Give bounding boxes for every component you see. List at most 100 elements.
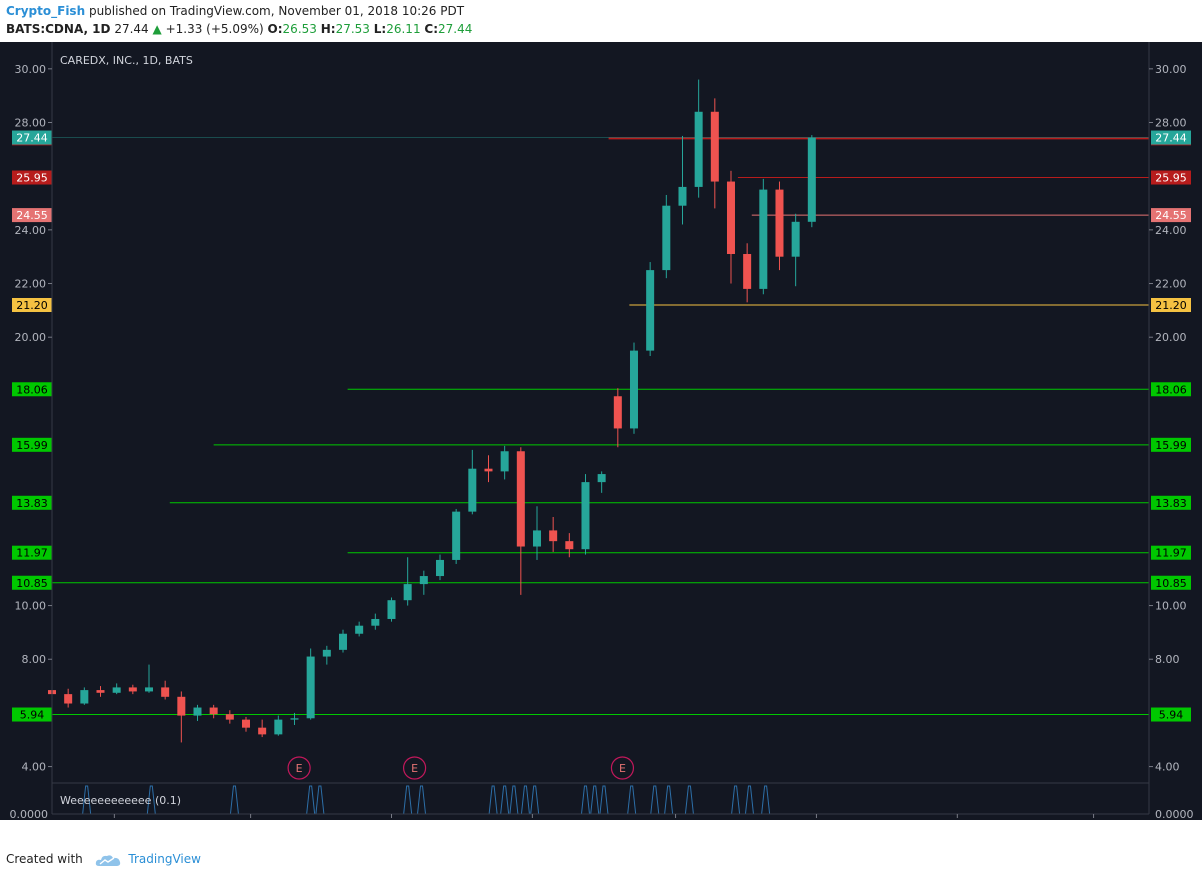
tradingview-cloud-icon: [95, 854, 120, 866]
candle-body: [452, 511, 461, 560]
level-label-right: 13.83: [1155, 497, 1187, 510]
level-tag-left: [12, 437, 52, 452]
candle-body: [225, 714, 234, 720]
candle-body: [662, 205, 671, 271]
last-price-label-right: 27.44: [1155, 132, 1187, 145]
level-label-left: 11.97: [16, 547, 48, 560]
level-label-right: 10.85: [1155, 577, 1187, 590]
candle-body: [355, 625, 364, 634]
level-tag-left: [12, 382, 52, 397]
candle-body: [581, 482, 590, 550]
level-label-right: 5.94: [1159, 709, 1184, 722]
last-price-tag-left: [12, 130, 52, 145]
level-tag-right: [1151, 495, 1191, 510]
y-tick-label-left: 10.00: [15, 600, 47, 613]
level-tag-right: [1151, 170, 1191, 185]
level-label-right: 15.99: [1155, 439, 1187, 452]
candle-body: [322, 649, 331, 657]
candle-body: [532, 530, 541, 547]
close-key: C:: [424, 22, 439, 36]
candle-body: [646, 270, 655, 351]
candle-body: [565, 541, 574, 550]
level-tag-right: [1151, 297, 1191, 312]
earnings-marker: [610, 756, 635, 780]
tradingview-link[interactable]: TradingView: [128, 852, 201, 866]
indicator-title: Weeeeeeeeeeee (0.1): [60, 794, 181, 807]
candle-body: [128, 687, 137, 692]
level-label-left: 24.55: [16, 209, 48, 222]
level-label-right: 25.95: [1155, 172, 1187, 185]
candle-body: [144, 687, 153, 692]
candle-body: [775, 189, 784, 257]
level-tag-left: [12, 707, 52, 722]
candle-body: [710, 111, 719, 182]
earnings-label: E: [619, 762, 626, 775]
candle-body: [549, 530, 558, 542]
candle-body: [678, 186, 687, 206]
candle-body: [629, 350, 638, 429]
indicator-value-right: 0.0000: [1155, 808, 1194, 820]
level-label-left: 15.99: [16, 439, 48, 452]
candle-body: [193, 707, 202, 716]
candle-body: [387, 600, 396, 619]
candle-body: [161, 687, 170, 697]
level-label-right: 21.20: [1155, 299, 1187, 312]
level-tag-right: [1151, 208, 1191, 223]
y-tick-label-right: 24.00: [1155, 224, 1187, 237]
level-label-right: 18.06: [1155, 383, 1187, 396]
level-label-right: 24.55: [1155, 209, 1187, 222]
earnings-label: E: [296, 762, 303, 775]
candle-body: [419, 576, 428, 585]
candle-body: [516, 451, 525, 547]
y-tick-label-right: 20.00: [1155, 331, 1187, 344]
level-tag-left: [12, 297, 52, 312]
low-key: L:: [373, 22, 387, 36]
last-price-label-left: 27.44: [16, 132, 48, 145]
y-tick-label-right: 10.00: [1155, 600, 1187, 613]
author-link[interactable]: Crypto_Fish: [6, 4, 86, 18]
y-tick-label-left: 22.00: [15, 278, 47, 291]
candle-body: [371, 618, 380, 626]
y-tick-label-left: 8.00: [22, 653, 47, 666]
candle-body: [338, 633, 347, 650]
low-value: 26.11: [386, 22, 421, 36]
candle-body: [241, 719, 250, 728]
level-label-left: 13.83: [16, 497, 48, 510]
level-tag-left: [12, 575, 52, 590]
y-tick-label-right: 28.00: [1155, 117, 1187, 130]
created-with-text: Created with: [6, 852, 83, 866]
chart-background: [0, 42, 1202, 820]
last-price: 27.44: [114, 22, 149, 36]
chart-title: CAREDX, INC., 1D, BATS: [60, 54, 193, 67]
candle-body: [435, 559, 444, 577]
candle-body: [403, 584, 412, 601]
level-label-left: 21.20: [16, 299, 48, 312]
candle-body: [759, 189, 768, 289]
y-tick-label-right: 8.00: [1155, 653, 1180, 666]
indicator-value-left: 0.0000: [10, 808, 49, 820]
level-label-left: 5.94: [20, 709, 45, 722]
candle-body: [613, 396, 622, 429]
candle-body: [274, 719, 283, 735]
candle-body: [177, 696, 186, 716]
level-label-left: 18.06: [16, 383, 48, 396]
price-chart[interactable]: 27.4127.4125.9525.9524.5524.5521.2021.20…: [0, 42, 1202, 820]
earnings-marker: [402, 756, 427, 780]
candle-body: [64, 694, 73, 704]
close-value: 27.44: [438, 22, 473, 36]
symbol-label: BATS:CDNA, 1D: [6, 22, 111, 36]
y-tick-label-left: 30.00: [15, 63, 47, 76]
candle-body: [484, 468, 493, 472]
y-tick-label-left: 24.00: [15, 224, 47, 237]
publish-line: Crypto_Fish published on TradingView.com…: [6, 4, 464, 18]
open-key: O:: [267, 22, 283, 36]
level-tag-left: [12, 495, 52, 510]
candle-body: [743, 254, 752, 289]
candle-body: [80, 690, 89, 704]
level-tag-right: [1151, 575, 1191, 590]
footer: Created with TradingView: [6, 852, 201, 867]
level-label-left: 25.95: [16, 172, 48, 185]
level-tag-left: [12, 170, 52, 185]
high-value: 27.53: [335, 22, 370, 36]
y-tick-label-left: 4.00: [22, 761, 47, 774]
